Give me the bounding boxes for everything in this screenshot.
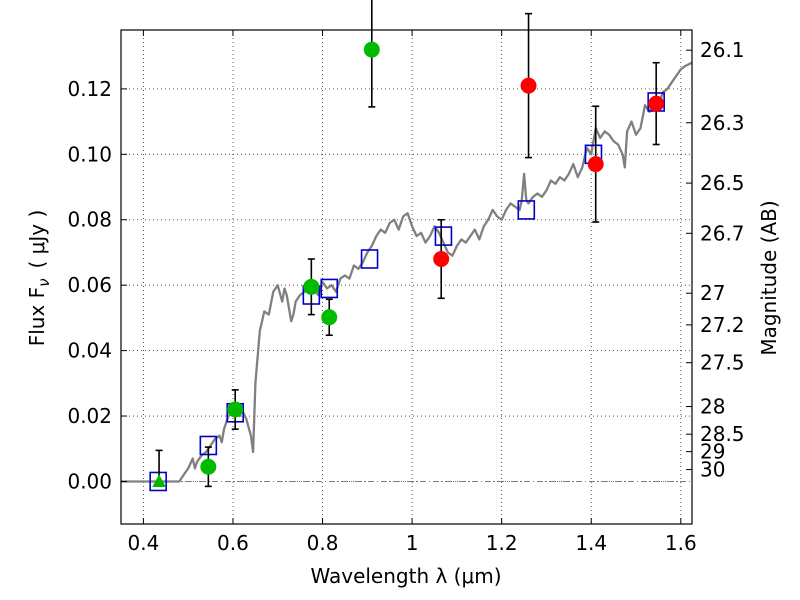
magnitude-tick-label: 26.5 [700, 171, 745, 195]
y-tick-label: 0.02 [67, 404, 112, 428]
near-ir-detection-point [433, 251, 450, 268]
y-tick-label: 0.00 [67, 469, 112, 493]
magnitude-tick-label: 27 [700, 281, 725, 305]
right-axis-title: Magnitude (AB) [757, 200, 781, 355]
axis-ticks [121, 30, 692, 524]
y-axis-title: Flux Fν ( μJy ) [25, 210, 53, 347]
model-photometry-square [434, 226, 453, 246]
x-tick-label: 0.4 [127, 531, 159, 555]
svg-text:Flux Fν( μJy ): Flux Fν ( μJy ) [25, 210, 53, 347]
plot-frame [120, 29, 693, 525]
x-tick-label: 1.4 [575, 531, 607, 555]
y-axis-title-text: Flux F [25, 287, 49, 346]
magnitude-tick-label: 26.7 [700, 221, 745, 245]
near-ir-detection-point [587, 156, 604, 173]
upper-limit-triangle [152, 474, 166, 487]
near-ir-detection-point [520, 77, 537, 94]
optical-detection-point [200, 458, 217, 475]
x-tick-label: 1.2 [486, 531, 518, 555]
y-tick-label: 0.10 [67, 142, 112, 166]
magnitude-tick-label: 28 [700, 395, 725, 419]
model-photometry-square [360, 249, 379, 269]
x-tick-label: 0.8 [307, 531, 339, 555]
tick-labels: 0.4 0.6 0.8 1 1.2 1.4 1.6 0.00 0.02 0.04 0.06 0.08 0… [67, 38, 744, 555]
magnitude-tick-label: 29 [700, 440, 725, 464]
y-axis-title-unit: ( μJy ) [25, 210, 49, 269]
magnitude-tick-label: 26.3 [700, 111, 745, 135]
y-axis-title-subscript: ν [35, 278, 53, 286]
optical-detection-point [321, 309, 338, 326]
model-spectrum-line [121, 61, 693, 483]
y-tick-label: 0.12 [67, 77, 112, 101]
data-points [149, 0, 665, 492]
near-ir-detection-point [648, 95, 665, 112]
magnitude-tick-label: 27.2 [700, 313, 745, 337]
x-tick-label: 1 [406, 531, 419, 555]
y-tick-label: 0.06 [67, 273, 112, 297]
x-axis-title: Wavelength λ (μm) [310, 564, 501, 588]
y-tick-label: 0.08 [67, 208, 112, 232]
magnitude-tick-label: 26.1 [700, 38, 745, 62]
magnitude-tick-label: 27.5 [700, 351, 745, 375]
optical-detection-point [227, 401, 244, 418]
magnitude-tick-label: 28.5 [700, 422, 745, 446]
magnitude-tick-label: 30 [700, 458, 725, 482]
x-tick-label: 1.6 [665, 531, 697, 555]
x-tick-label: 0.6 [217, 531, 249, 555]
model-photometry-square [149, 471, 167, 492]
model-photometry-square [517, 200, 536, 220]
y-tick-label: 0.04 [67, 339, 112, 363]
model-photometry-square [320, 278, 339, 299]
optical-detection-point [303, 278, 320, 295]
optical-detection-point [363, 41, 380, 58]
